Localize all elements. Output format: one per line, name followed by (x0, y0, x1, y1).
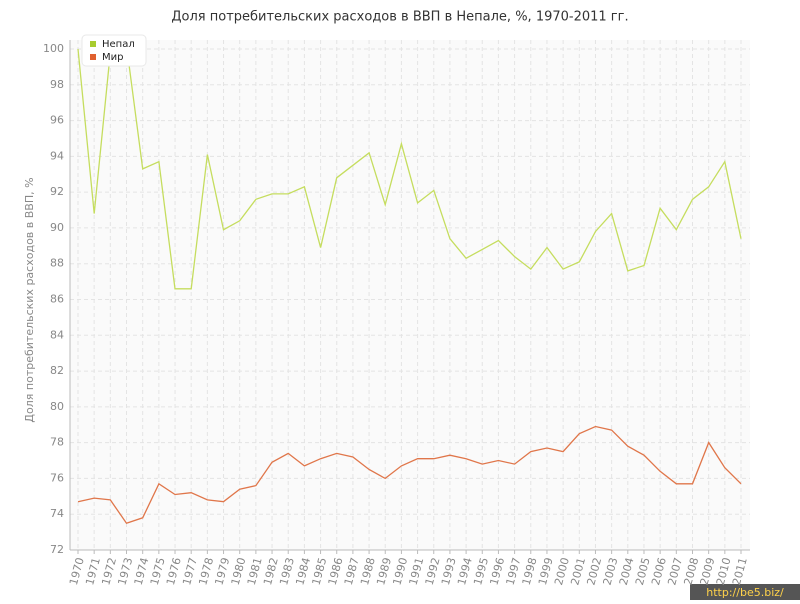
y-tick-label: 82 (50, 364, 64, 377)
watermark-bg (690, 584, 800, 600)
legend-swatch (90, 54, 96, 60)
y-tick-label: 86 (50, 293, 64, 306)
y-tick-label: 74 (50, 507, 64, 520)
series-line (77, 44, 742, 290)
y-tick-label: 100 (43, 42, 64, 55)
y-tick-label: 80 (50, 400, 64, 413)
y-tick-label: 92 (50, 185, 64, 198)
y-tick-label: 98 (50, 78, 64, 91)
plot-area (70, 40, 750, 550)
y-tick-label: 78 (50, 436, 64, 449)
legend-label: Непал (102, 39, 135, 50)
legend-swatch (90, 41, 96, 47)
y-axis-title: Доля потребительских расходов в ВВП, % (23, 177, 36, 422)
y-tick-label: 94 (50, 149, 64, 162)
series-line (77, 425, 742, 524)
chart-title: Доля потребительских расходов в ВВП в Не… (171, 10, 628, 25)
y-tick-label: 90 (50, 221, 64, 234)
legend-label: Мир (102, 52, 123, 63)
legend-box (81, 34, 147, 67)
y-tick-label: 72 (50, 543, 64, 556)
watermark: http://be5.biz/ (706, 586, 784, 599)
y-tick-label: 84 (50, 328, 64, 341)
y-tick-label: 96 (50, 114, 64, 127)
y-tick-label: 76 (50, 471, 64, 484)
y-tick-label: 88 (50, 257, 64, 270)
